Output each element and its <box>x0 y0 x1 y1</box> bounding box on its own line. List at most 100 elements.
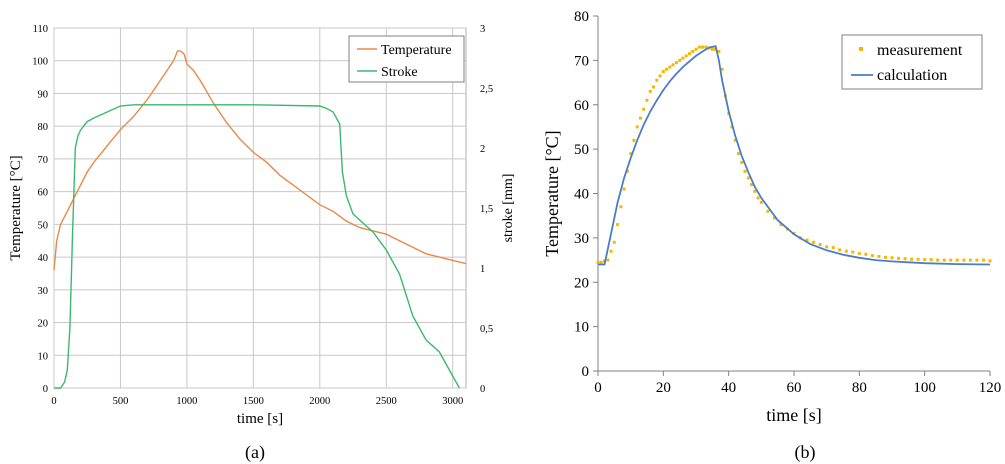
x-tick-label: 3000 <box>442 396 463 407</box>
legend-swatch-measurement <box>859 47 863 51</box>
measurement-point <box>857 251 861 255</box>
legend-box-a <box>348 35 465 83</box>
y-tick-label: 40 <box>38 253 49 264</box>
measurement-point <box>805 238 809 242</box>
measurement-point <box>616 223 620 227</box>
x-tick-label: 100 <box>913 380 936 396</box>
measurement-point <box>737 152 740 156</box>
x-tick-label: 0 <box>594 380 602 396</box>
y-axis-label-b: Temperature [°C] <box>542 130 562 256</box>
measurement-point <box>691 50 695 53</box>
measurement-point <box>897 256 900 260</box>
measurement-point <box>710 47 714 51</box>
measurement-point <box>678 58 682 62</box>
grid-a <box>53 27 466 389</box>
measurement-point <box>619 205 623 209</box>
measurement-point <box>612 240 616 244</box>
x-tick-label: 80 <box>852 380 867 396</box>
measurement-point <box>949 258 953 262</box>
measurement-point <box>694 47 698 51</box>
legend-b: measurement calculation <box>841 34 983 90</box>
series-b <box>596 45 992 266</box>
y-axis-ticks-a: 0 10 20 30 40 50 60 70 80 90 100 110 <box>32 24 48 395</box>
legend-label-measurement: measurement <box>877 42 963 59</box>
measurement-point <box>668 65 672 69</box>
measurement-point <box>697 45 701 49</box>
measurement-point <box>942 258 946 262</box>
y2-tick-label: 0,5 <box>480 324 493 335</box>
y-axis-label-a: Temperature [°C] <box>8 155 24 260</box>
x-tick-label: 1500 <box>243 396 264 407</box>
measurement-point <box>851 250 855 254</box>
measurement-point <box>625 169 629 173</box>
measurement-point <box>890 256 894 260</box>
x-tick-label: 20 <box>656 380 671 396</box>
y-tick-label: 100 <box>32 57 48 68</box>
measurement-point <box>632 138 636 142</box>
chart-panel-b: 0 10 20 30 40 50 60 70 80 0 20 40 60 80 100 120 time [… <box>542 9 1001 463</box>
y-tick-label: 70 <box>38 155 49 166</box>
y2-tick-label: 1 <box>480 264 485 275</box>
y-tick-label: 50 <box>38 220 49 231</box>
series-line-stroke <box>54 104 461 389</box>
measurement-point <box>609 249 613 253</box>
y-tick-label: 80 <box>574 9 589 25</box>
measurement-point <box>746 176 750 180</box>
y2-tick-label: 2,5 <box>480 84 493 95</box>
y2-tick-label: 0 <box>480 384 485 395</box>
measurement-point <box>606 258 610 262</box>
measurement-point <box>753 189 757 193</box>
measurement-point <box>599 260 603 264</box>
measurement-point <box>684 54 688 58</box>
y-axis-ticks-b: 0 10 20 30 40 50 60 70 80 <box>574 9 598 380</box>
measurement-point <box>635 125 639 129</box>
measurement-point <box>844 249 848 253</box>
x-tick-label: 2500 <box>376 396 397 407</box>
series-line-calculation <box>598 45 991 266</box>
measurement-point <box>766 209 770 213</box>
measurement-point <box>639 116 642 120</box>
y-tick-label: 50 <box>574 142 589 158</box>
measurement-point <box>772 216 776 220</box>
panel-label-a: (a) <box>245 442 265 463</box>
legend-a: Temperature Stroke <box>348 35 465 83</box>
measurement-point <box>648 89 652 93</box>
y-tick-label: 90 <box>38 89 49 100</box>
x-tick-label: 500 <box>113 396 129 407</box>
measurement-point <box>825 245 829 249</box>
x-tick-label: 2000 <box>309 396 330 407</box>
measurement-point <box>674 61 678 65</box>
measurement-point <box>916 257 920 261</box>
x-axis-ticks-b: 0 20 40 60 80 100 120 <box>594 371 1001 396</box>
measurement-point <box>750 183 753 187</box>
measurement-point <box>661 70 665 73</box>
measurement-point <box>929 258 933 262</box>
measurement-point <box>655 78 659 82</box>
measurement-point <box>665 67 669 71</box>
y-tick-label: 30 <box>38 286 49 297</box>
measurement-point <box>759 200 763 204</box>
measurement-point <box>936 258 940 262</box>
measurement-point <box>779 223 783 227</box>
measurement-point <box>975 258 979 262</box>
y-tick-label: 30 <box>574 231 589 247</box>
legend-label-calculation: calculation <box>877 67 947 84</box>
measurement-point <box>596 260 600 264</box>
x-axis-ticks-a: 0 500 1000 1500 2000 2500 3000 <box>51 396 463 407</box>
y2-tick-label: 2 <box>480 144 485 155</box>
y-tick-label: 20 <box>574 275 589 291</box>
x-axis-label-a: time [s] <box>237 411 283 427</box>
measurement-point <box>688 52 691 56</box>
y-tick-label: 110 <box>33 24 48 35</box>
x-tick-label: 120 <box>979 380 1002 396</box>
measurement-point <box>622 187 626 191</box>
y-tick-label: 70 <box>574 53 589 69</box>
y2-tick-label: 3 <box>480 24 485 35</box>
measurement-point <box>743 169 747 173</box>
x-tick-label: 40 <box>721 380 736 396</box>
legend-box-b <box>841 34 983 90</box>
legend-label-temperature: Temperature <box>381 43 452 58</box>
measurement-point <box>884 255 887 259</box>
measurement-point <box>877 255 881 258</box>
y-tick-label: 60 <box>38 188 49 199</box>
